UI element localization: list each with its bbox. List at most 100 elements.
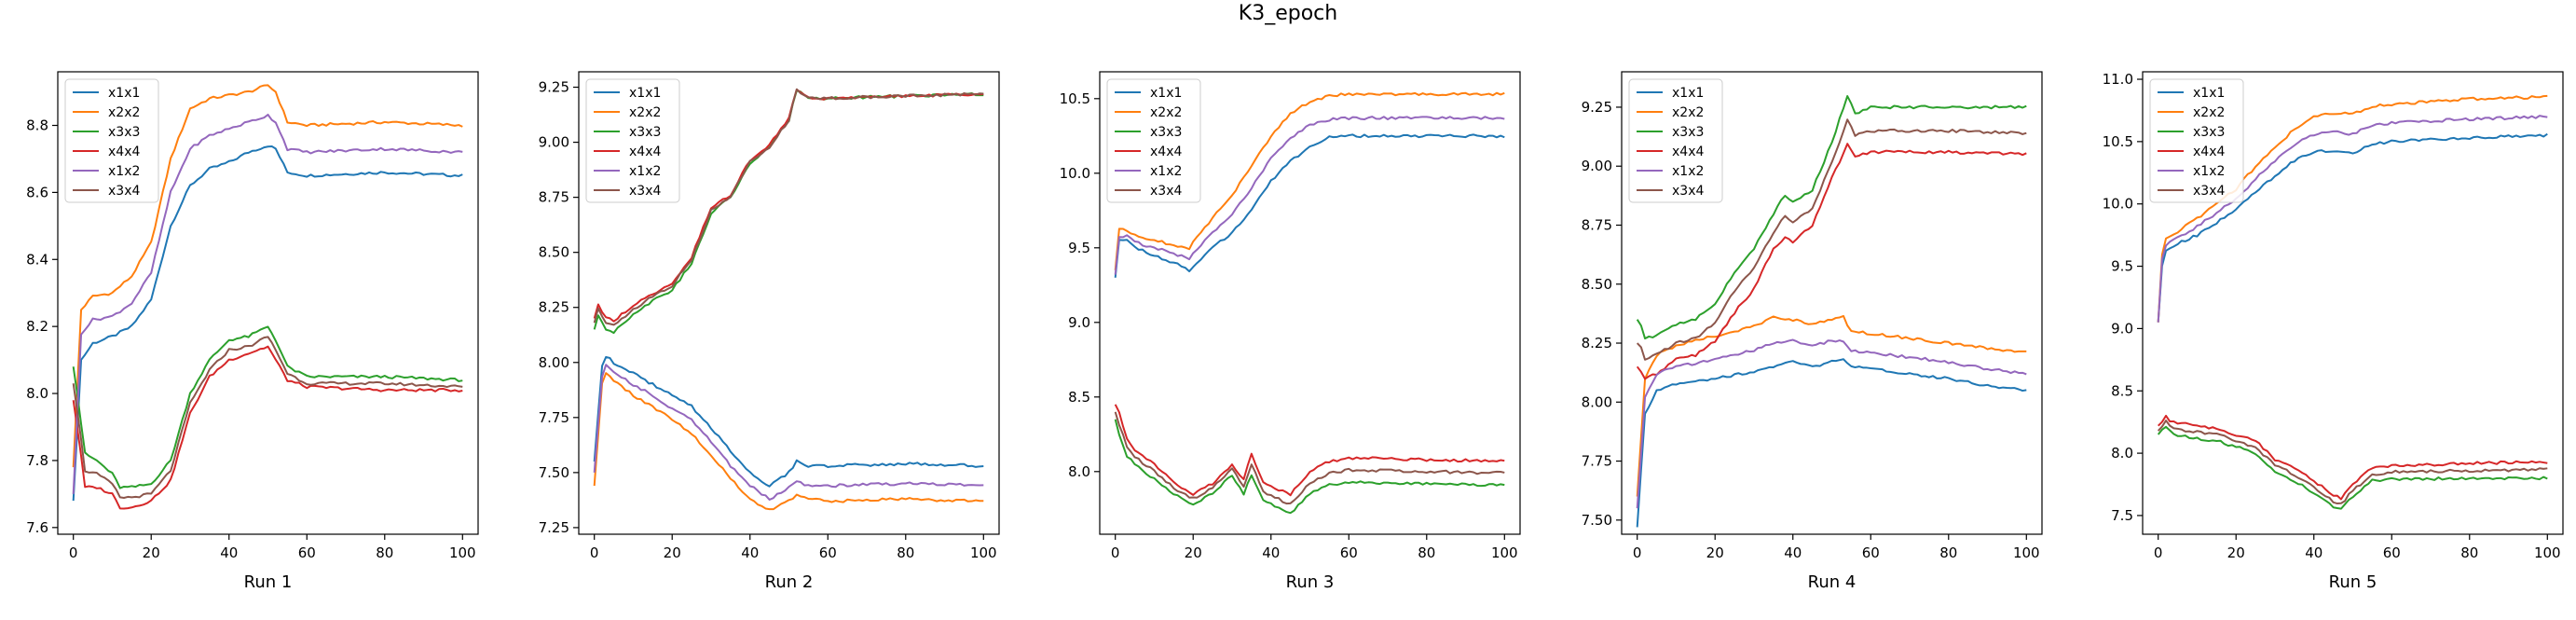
- series-line-x4x4: [2157, 414, 2548, 501]
- y-tick-label: 8.4: [26, 251, 48, 268]
- y-tick-label: 10.0: [1060, 165, 1090, 182]
- series-line-x3x4: [1114, 411, 1505, 505]
- x-tick-label: 100: [2013, 544, 2040, 561]
- x-tick-label: 0: [590, 544, 599, 561]
- y-tick-label: 8.0: [26, 385, 48, 402]
- y-tick-label: 10.5: [1060, 90, 1090, 107]
- y-tick-label: 8.25: [1582, 335, 1612, 351]
- legend-label: x3x4: [108, 184, 140, 199]
- x-tick-label: 60: [819, 544, 837, 561]
- y-tick-label: 9.5: [1068, 240, 1090, 256]
- x-tick-label: 40: [741, 544, 759, 561]
- y-tick-label: 8.25: [539, 299, 569, 316]
- y-tick-label: 10.5: [2103, 133, 2133, 150]
- legend-label: x3x3: [2193, 125, 2225, 140]
- legend-label: x3x3: [108, 125, 140, 140]
- series-line-x1x2: [2157, 115, 2548, 323]
- legend-label: x3x3: [1150, 125, 1182, 140]
- x-tick-label: 40: [1784, 544, 1802, 561]
- subplot-run-4: [1616, 71, 2043, 540]
- x-tick-label: 60: [1862, 544, 1880, 561]
- y-tick-label: 8.75: [539, 189, 569, 206]
- x-tick-label: 80: [1418, 544, 1435, 561]
- legend-label: x4x4: [108, 145, 140, 159]
- x-tick-label: 60: [298, 544, 316, 561]
- x-tick-label: 100: [449, 544, 476, 561]
- series-line-x3x4: [72, 336, 463, 499]
- y-tick-label: 9.0: [1068, 314, 1090, 331]
- y-tick-label: 7.5: [2111, 507, 2133, 524]
- y-tick-label: 8.0: [2111, 445, 2133, 462]
- series-line-x3x4: [1636, 118, 2027, 361]
- x-tick-label: 80: [1939, 544, 1957, 561]
- y-tick-label: 8.8: [26, 117, 48, 134]
- y-tick-label: 9.00: [539, 134, 569, 151]
- legend-label: x4x4: [1672, 145, 1704, 159]
- legend-label: x3x4: [1150, 184, 1182, 199]
- series-line-x3x3: [2157, 425, 2548, 510]
- legend-label: x4x4: [1150, 145, 1182, 159]
- legend-label: x2x2: [2193, 105, 2225, 120]
- y-tick-label: 8.5: [1068, 389, 1090, 406]
- legend-label: x1x1: [108, 86, 140, 101]
- series-line-x3x4: [593, 88, 984, 326]
- legend-label: x2x2: [1672, 105, 1704, 120]
- series-line-x2x2: [72, 84, 463, 468]
- x-tick-label: 80: [376, 544, 393, 561]
- axes-frame: [2142, 71, 2564, 535]
- y-tick-label: 8.75: [1582, 216, 1612, 233]
- legend-label: x1x2: [1672, 164, 1704, 179]
- y-tick-label: 8.50: [539, 244, 569, 261]
- subplot-run-3: [1094, 71, 1521, 540]
- subplot-run-1: [52, 71, 479, 540]
- series-line-x4x4: [1636, 143, 2027, 380]
- legend-label: x3x3: [629, 125, 661, 140]
- series-line-x1x1: [2157, 132, 2548, 323]
- x-tick-label: 60: [2383, 544, 2401, 561]
- y-tick-label: 9.00: [1582, 158, 1612, 174]
- axes-frame: [1621, 71, 2043, 535]
- y-tick-label: 9.25: [1582, 99, 1612, 116]
- y-tick-label: 11.0: [2103, 71, 2133, 88]
- series-line-x2x2: [593, 372, 984, 511]
- x-tick-label: 0: [1111, 544, 1120, 561]
- y-tick-label: 7.6: [26, 519, 48, 536]
- y-tick-label: 9.5: [2111, 258, 2133, 275]
- subplot-run-2: [573, 71, 1000, 540]
- y-tick-label: 8.00: [539, 354, 569, 371]
- series-line-x1x1: [1114, 133, 1505, 278]
- legend-label: x1x1: [2193, 86, 2225, 101]
- series-line-x3x3: [1636, 95, 2027, 340]
- y-tick-label: 7.75: [1582, 453, 1612, 470]
- series-line-x1x1: [72, 145, 463, 502]
- series-line-x1x1: [1636, 358, 2027, 528]
- y-tick-label: 8.2: [26, 318, 48, 335]
- legend-label: x1x2: [2193, 164, 2225, 179]
- series-line-x2x2: [1636, 314, 2027, 497]
- y-tick-label: 8.5: [2111, 382, 2133, 399]
- y-tick-label: 9.0: [2111, 320, 2133, 337]
- x-axis-label: Run 3: [1286, 572, 1335, 592]
- x-axis-label: Run 2: [765, 572, 814, 592]
- y-tick-label: 8.0: [1068, 463, 1090, 480]
- legend-label: x1x2: [629, 164, 661, 179]
- x-tick-label: 100: [1491, 544, 1518, 561]
- y-tick-label: 8.6: [26, 184, 48, 200]
- x-tick-label: 40: [2305, 544, 2323, 561]
- legend-label: x3x4: [629, 184, 661, 199]
- series-line-x1x1: [593, 355, 984, 488]
- series-line-x3x3: [1114, 419, 1505, 515]
- y-tick-label: 7.50: [1582, 512, 1612, 529]
- x-tick-label: 100: [2534, 544, 2561, 561]
- x-tick-label: 0: [2154, 544, 2163, 561]
- axes-frame: [1099, 71, 1521, 535]
- legend-label: x4x4: [629, 145, 661, 159]
- legend-label: x3x4: [1672, 184, 1704, 199]
- x-tick-label: 20: [1185, 544, 1202, 561]
- x-axis-label: Run 4: [1808, 572, 1857, 592]
- x-tick-label: 80: [2460, 544, 2478, 561]
- legend-label: x1x1: [1672, 86, 1704, 101]
- series-line-x3x3: [72, 325, 463, 489]
- series-line-x1x2: [593, 364, 984, 501]
